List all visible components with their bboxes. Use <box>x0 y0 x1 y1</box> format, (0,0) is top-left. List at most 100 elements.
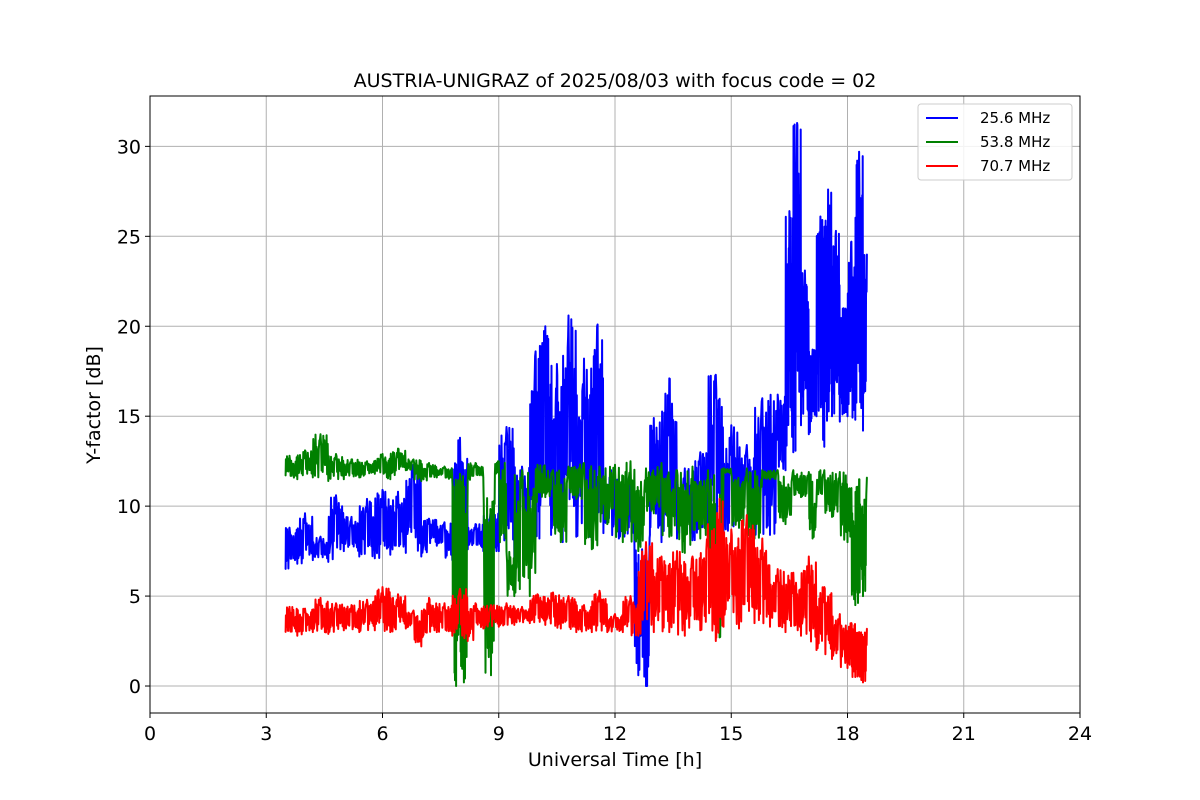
data-point <box>842 307 845 310</box>
x-tick-label: 9 <box>493 723 505 745</box>
data-point <box>420 480 423 482</box>
y-tick-label: 15 <box>117 406 141 428</box>
data-point <box>544 624 547 626</box>
data-point <box>343 550 345 552</box>
data-point <box>397 447 399 450</box>
data-point <box>381 453 384 455</box>
data-point <box>405 627 407 630</box>
data-point <box>459 473 461 475</box>
data-point <box>618 537 620 540</box>
data-point <box>505 602 508 605</box>
data-point <box>284 474 287 477</box>
data-point <box>738 526 740 529</box>
data-point <box>534 350 537 353</box>
data-point <box>451 634 454 637</box>
data-point <box>304 512 306 515</box>
data-point <box>788 210 791 212</box>
data-point <box>862 429 864 432</box>
data-point <box>660 555 663 558</box>
data-point <box>521 606 523 608</box>
data-point <box>808 433 810 436</box>
x-tick-label: 24 <box>1068 723 1092 745</box>
data-point <box>598 589 601 592</box>
y-tick-label: 30 <box>117 136 141 158</box>
data-point <box>374 629 376 632</box>
x-tick-label: 21 <box>952 723 976 745</box>
data-point <box>335 602 337 605</box>
data-point <box>823 586 826 588</box>
data-point <box>684 634 686 637</box>
data-point <box>839 420 841 423</box>
data-point <box>521 469 523 472</box>
data-point <box>653 417 655 419</box>
data-point <box>746 444 748 446</box>
data-point <box>715 374 717 376</box>
data-point <box>358 631 361 633</box>
data-point <box>730 528 733 531</box>
data-point <box>769 478 771 481</box>
data-point <box>455 685 457 687</box>
data-point <box>746 467 748 470</box>
data-point <box>343 478 345 481</box>
x-tick-label: 12 <box>603 723 627 745</box>
series-line <box>284 433 868 687</box>
data-point <box>575 498 578 500</box>
data-point <box>676 537 678 540</box>
data-point <box>676 550 678 552</box>
data-point <box>319 535 322 538</box>
data-point <box>641 548 643 551</box>
data-point <box>819 215 822 218</box>
data-point <box>808 471 810 473</box>
data-point <box>649 534 651 536</box>
data-point <box>327 561 330 563</box>
data-point <box>835 230 837 232</box>
data-point <box>846 541 849 543</box>
data-point <box>622 541 624 543</box>
data-point <box>846 415 849 418</box>
data-point <box>862 595 864 597</box>
data-point <box>591 631 593 633</box>
data-point <box>521 465 523 468</box>
data-point <box>602 532 605 534</box>
data-point <box>808 555 810 558</box>
data-point <box>443 465 446 468</box>
data-point <box>381 489 384 491</box>
data-point <box>343 629 345 632</box>
data-point <box>637 550 640 552</box>
data-point <box>769 625 771 628</box>
y-axis-label: Y-factor [dB] <box>83 346 105 465</box>
data-point <box>730 424 733 427</box>
data-point <box>459 588 461 590</box>
data-point <box>823 446 826 448</box>
data-point <box>550 534 552 536</box>
data-point <box>815 415 818 418</box>
data-point <box>463 681 465 684</box>
data-point <box>412 458 415 461</box>
data-point <box>505 550 508 552</box>
data-point <box>358 555 361 558</box>
legend-label: 70.7 MHz <box>980 157 1050 175</box>
y-axis-ticks: 0 5 10 15 20 25 30 <box>117 136 150 698</box>
data-point <box>575 535 578 538</box>
data-point <box>561 541 564 543</box>
data-point <box>490 604 492 606</box>
data-point <box>389 478 392 481</box>
data-point <box>304 449 306 452</box>
series-53-8-mhz <box>284 433 868 687</box>
data-point <box>850 622 853 624</box>
data-point <box>374 473 376 475</box>
data-point <box>544 496 547 498</box>
data-point <box>428 597 430 599</box>
data-point <box>498 625 500 628</box>
data-point <box>443 602 446 605</box>
data-point <box>596 323 599 326</box>
data-point <box>699 537 702 540</box>
data-point <box>839 471 841 473</box>
data-point <box>614 464 616 466</box>
data-point <box>327 480 330 482</box>
data-point <box>335 453 337 455</box>
data-point <box>466 480 469 482</box>
data-point <box>397 490 399 493</box>
data-point <box>629 595 632 597</box>
data-point <box>420 555 423 558</box>
